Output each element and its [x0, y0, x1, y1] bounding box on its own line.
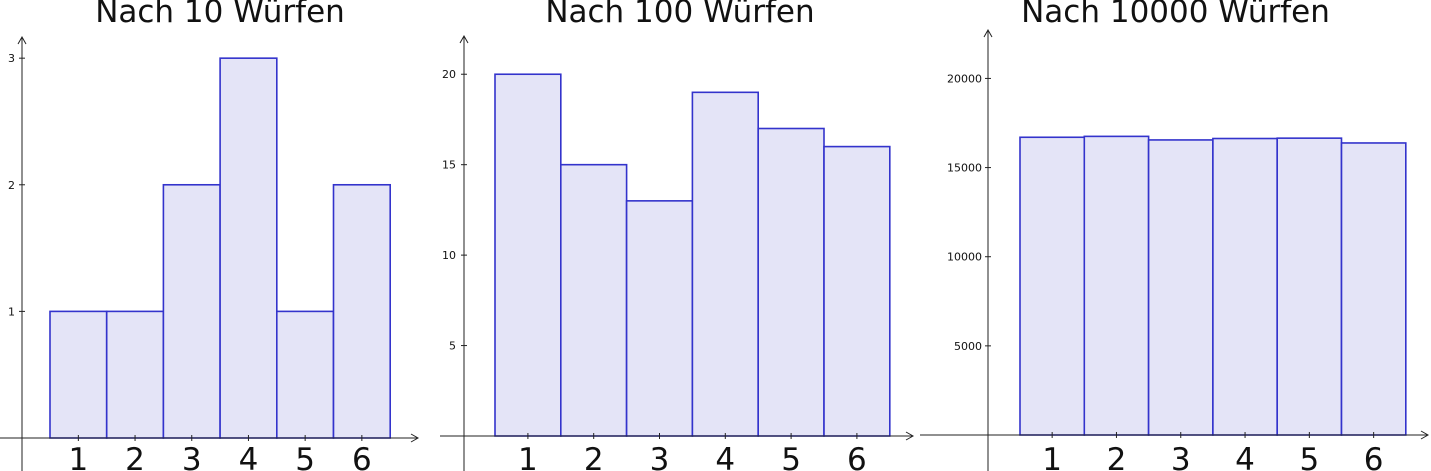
bar-4: [1212, 137, 1278, 436]
x-tick-label: 3: [182, 442, 202, 471]
bar-6: [823, 145, 891, 437]
x-tick-label: 3: [1171, 442, 1191, 471]
bar-5: [1276, 137, 1343, 436]
bar-chart-100-throws: 5 10 15 20 1 2 3 4 5 6: [440, 34, 915, 471]
chart-title: Nach 100 Würfen: [545, 0, 815, 30]
x-tick-label: 4: [1235, 442, 1255, 471]
x-tick-label: 4: [715, 442, 735, 471]
x-tick-label: 2: [1107, 442, 1127, 471]
bar-5: [275, 310, 335, 439]
chart-panel-10-throws: Nach 10 Würfen 1 2 3 1 2 3 4 5 6: [0, 0, 440, 471]
y-axis-arrow: [983, 28, 993, 38]
x-tick-label: 5: [781, 442, 801, 471]
y-tick-label: 2: [8, 179, 15, 192]
bar-chart-10-throws: 1 2 3 1 2 3 4 5 6: [0, 35, 420, 471]
y-tick-label: 10000: [947, 251, 982, 264]
bar-2: [105, 310, 165, 439]
bar-chart-10000-throws: 5000 10000 15000 20000 1 2 3 4 5 6: [920, 28, 1430, 471]
x-tick-label: 4: [239, 442, 259, 471]
y-tick-label: 20000: [947, 72, 982, 85]
bar-3: [1147, 139, 1214, 436]
y-tick-label: 5: [449, 340, 456, 353]
x-tick-label: 1: [518, 442, 538, 471]
x-tick-label: 6: [1364, 442, 1384, 471]
chart-panel-10000-throws: Nach 10000 Würfen 5000 10000 15000 20000 1 2 3…: [920, 0, 1431, 471]
bar-2: [560, 163, 628, 437]
x-axis-arrow: [1420, 430, 1430, 440]
x-tick-label: 5: [295, 442, 315, 471]
bar-3: [625, 200, 694, 437]
bar-1: [49, 310, 108, 439]
y-axis-arrow: [459, 34, 469, 44]
bar-5: [757, 127, 825, 437]
bar-6: [1340, 142, 1407, 436]
x-axis-arrow: [410, 433, 420, 443]
x-tick-label: 1: [68, 442, 88, 471]
x-tick-label: 6: [847, 442, 867, 471]
y-tick-label: 1: [8, 305, 15, 318]
x-tick-label: 5: [1299, 442, 1319, 471]
y-tick-label: 5000: [954, 340, 982, 353]
x-tick-label: 3: [650, 442, 670, 471]
bar-4: [691, 91, 759, 437]
x-tick-label: 6: [352, 442, 372, 471]
y-tick-label: 3: [8, 52, 15, 65]
x-tick-label: 2: [125, 442, 145, 471]
x-axis-arrow: [905, 431, 915, 441]
x-tick-label: 1: [1042, 442, 1062, 471]
bar-1: [494, 73, 562, 437]
y-tick-label: 20: [442, 68, 456, 81]
bar-1: [1019, 136, 1086, 436]
chart-title: Nach 10000 Würfen: [1021, 0, 1330, 30]
bar-3: [162, 183, 221, 439]
bar-4: [219, 57, 278, 439]
chart-panel-100-throws: Nach 100 Würfen 5 10 15 20 1 2 3 4 5 6: [440, 0, 920, 471]
bar-6: [332, 183, 392, 439]
bar-2: [1083, 135, 1150, 436]
y-axis-arrow: [17, 35, 27, 45]
y-tick-label: 15: [442, 159, 456, 172]
chart-title: Nach 10 Würfen: [95, 0, 345, 30]
y-tick-label: 10: [442, 249, 456, 262]
x-tick-label: 2: [584, 442, 604, 471]
y-tick-label: 15000: [947, 162, 982, 175]
